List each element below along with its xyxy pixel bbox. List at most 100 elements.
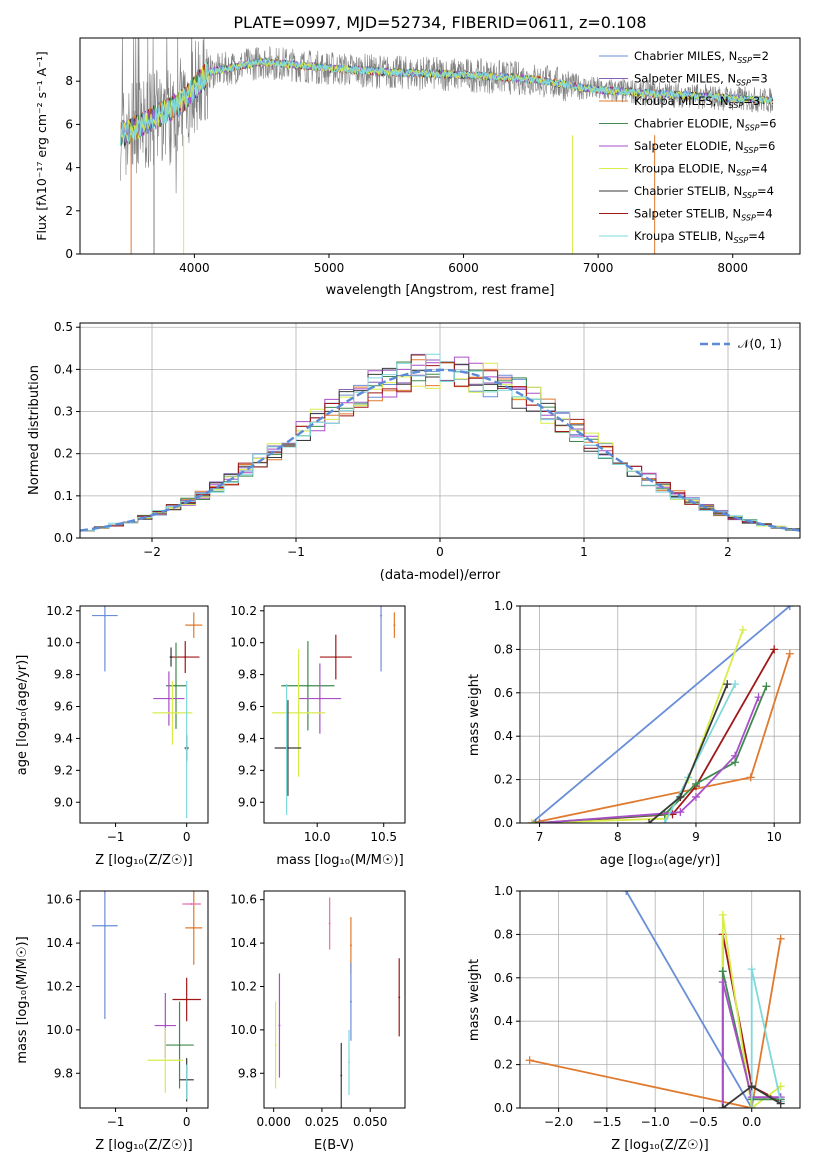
y-tick-label: 9.8 xyxy=(238,1066,257,1080)
data-point xyxy=(192,926,195,929)
y-tick-label: 1.0 xyxy=(494,884,513,898)
x-tick-label: −1 xyxy=(107,830,125,844)
axes-frame xyxy=(519,890,801,1109)
weight-line-chabrier-miles xyxy=(625,891,753,1108)
legend-count: =3 xyxy=(743,94,760,108)
plot-area xyxy=(274,897,401,1108)
figure-title: PLATE=0997, MJD=52734, FIBERID=0611, z=0… xyxy=(233,13,646,32)
data-point xyxy=(349,1000,352,1003)
data-point xyxy=(347,1061,350,1064)
x-tick-label: −1.0 xyxy=(641,1115,670,1129)
x-tick-label: 2 xyxy=(724,545,732,559)
data-point xyxy=(185,998,188,1001)
legend-subscript: SSP xyxy=(736,169,751,178)
x-tick-label: 0.000 xyxy=(256,1115,290,1129)
legend-label: Salpeter ELODIE, NSSP=6 xyxy=(634,139,775,155)
panel-3: −1 0 9.0 9.2 9.4 9.6 9.8 10.0 10.2 Z [log₁₀(Z/Z☉)… xyxy=(15,604,209,868)
x-tick-label: 10 xyxy=(767,830,782,844)
y-tick-label: 1.0 xyxy=(494,599,513,613)
y-tick-label: 2 xyxy=(65,204,73,218)
panel-4: 10.0 10.5 9.0 9.2 9.4 9.6 9.8 10.0 10.2 mass [log… xyxy=(230,604,406,868)
y-axis-label: mass weight xyxy=(467,674,482,756)
data-point xyxy=(103,614,106,617)
y-tick-label: 10.0 xyxy=(46,1023,73,1037)
y-tick-label: 6 xyxy=(65,117,73,131)
weight-marker xyxy=(731,680,740,689)
axes-frame xyxy=(263,605,406,824)
y-axis-label: mass [log₁₀(M/M☉)] xyxy=(15,936,30,1063)
data-point xyxy=(398,996,401,999)
y-tick-label: 9.8 xyxy=(238,668,257,682)
weight-marker xyxy=(738,625,747,634)
plot-area xyxy=(119,38,774,254)
y-tick-label: 9.0 xyxy=(238,795,257,809)
data-point xyxy=(285,748,288,751)
y-tick-label: 9.2 xyxy=(238,763,257,777)
x-tick-label: −2.0 xyxy=(544,1115,573,1129)
weight-marker xyxy=(785,649,794,658)
y-tick-label: 10.0 xyxy=(230,636,257,650)
y-tick-label: 9.6 xyxy=(238,700,257,714)
weight-marker xyxy=(746,773,755,782)
weight-marker xyxy=(622,891,631,895)
y-tick-label: 0.6 xyxy=(494,971,513,985)
y-tick-label: 0.2 xyxy=(494,1058,513,1072)
legend-count: =4 xyxy=(756,207,773,221)
weight-marker xyxy=(718,1104,727,1108)
y-tick-label: 9.2 xyxy=(54,763,73,777)
histogram-step-kroupa-stelib xyxy=(80,353,800,532)
axes-frame xyxy=(263,890,406,1109)
weight-marker xyxy=(747,1104,756,1108)
y-tick-label: 4 xyxy=(65,161,73,175)
data-point xyxy=(286,747,289,750)
legend-label: Kroupa ELODIE, NSSP=4 xyxy=(634,162,768,178)
y-tick-label: 9.4 xyxy=(238,731,257,745)
data-point xyxy=(178,1044,181,1047)
x-tick-label: 8 xyxy=(614,830,622,844)
y-tick-label: 0.3 xyxy=(54,405,73,419)
data-point xyxy=(164,1024,167,1027)
data-point xyxy=(318,697,321,700)
y-tick-label: 0.0 xyxy=(54,531,73,545)
x-axis-label: wavelength [Angstrom, rest frame] xyxy=(326,283,555,298)
weight-marker xyxy=(691,779,700,788)
y-tick-label: 9.6 xyxy=(54,700,73,714)
y-tick-label: 10.0 xyxy=(230,1023,257,1037)
legend-subscript: SSP xyxy=(741,214,756,223)
data-point xyxy=(380,614,383,617)
weight-marker xyxy=(645,819,654,823)
weight-line-chabrier-elodie xyxy=(535,685,768,823)
legend-count: =4 xyxy=(757,184,774,198)
x-tick-label: −1 xyxy=(107,1115,125,1129)
panel-1: 4000 5000 6000 7000 8000 0 2 4 6 8 Chabrier MILES,… xyxy=(34,37,801,298)
y-axis-label: Normed distribution xyxy=(27,365,42,495)
plot-area xyxy=(527,606,794,823)
data-point xyxy=(393,624,396,627)
data-point xyxy=(164,1059,167,1062)
x-tick-label: 0 xyxy=(183,830,191,844)
x-axis-label: Z [log₁₀(Z/Z☉)] xyxy=(95,853,192,868)
y-tick-label: 10.6 xyxy=(230,893,257,907)
y-tick-label: 10.6 xyxy=(46,893,73,907)
x-tick-label: 0.025 xyxy=(305,1115,339,1129)
x-tick-label: 10.5 xyxy=(370,830,397,844)
x-tick-label: −1 xyxy=(287,545,305,559)
weight-line-salpeter-elodie xyxy=(539,696,760,823)
y-tick-label: 9.4 xyxy=(54,731,73,745)
legend-label: Salpeter MILES, NSSP=3 xyxy=(634,72,768,88)
y-tick-label: 10.2 xyxy=(46,979,73,993)
y-tick-label: 0.4 xyxy=(54,362,73,376)
data-point xyxy=(340,1074,343,1077)
weight-marker xyxy=(723,680,732,689)
y-tick-label: 10.4 xyxy=(230,936,257,950)
legend-count: =4 xyxy=(748,229,765,243)
y-tick-label: 9.0 xyxy=(54,795,73,809)
y-tick-label: 0.5 xyxy=(54,320,73,334)
legend-subscript: SSP xyxy=(742,191,757,200)
legend-subscript: SSP xyxy=(737,56,752,65)
y-tick-label: 0.0 xyxy=(494,1101,513,1115)
x-tick-label: −0.5 xyxy=(689,1115,718,1129)
legend-subscript: SSP xyxy=(736,79,751,88)
data-point xyxy=(175,684,177,687)
